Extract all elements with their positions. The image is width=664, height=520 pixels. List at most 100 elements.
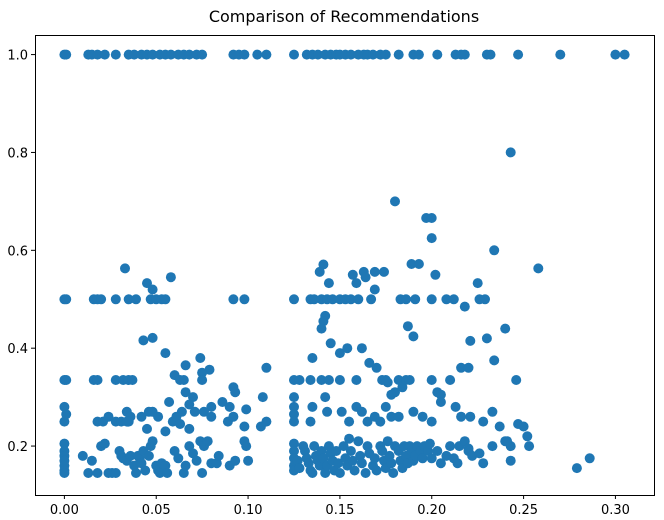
data-point bbox=[345, 446, 356, 456]
data-point bbox=[456, 411, 467, 422]
data-point bbox=[435, 458, 446, 469]
data-point bbox=[426, 416, 437, 427]
data-point bbox=[353, 436, 364, 447]
data-point bbox=[147, 49, 158, 60]
data-point bbox=[344, 416, 355, 427]
data-point bbox=[375, 416, 386, 427]
data-point bbox=[344, 433, 355, 444]
data-point bbox=[153, 411, 164, 422]
data-point bbox=[224, 401, 235, 412]
data-point bbox=[456, 362, 467, 373]
data-point bbox=[325, 338, 336, 349]
data-point bbox=[147, 436, 158, 447]
data-point bbox=[239, 49, 250, 60]
data-point bbox=[401, 294, 411, 305]
data-point bbox=[165, 49, 176, 60]
data-point bbox=[386, 458, 397, 469]
data-point bbox=[356, 406, 367, 417]
data-point bbox=[351, 278, 362, 289]
data-point bbox=[147, 284, 158, 295]
data-point bbox=[294, 463, 305, 474]
data-point bbox=[206, 401, 217, 412]
data-point bbox=[305, 375, 316, 385]
data-point bbox=[393, 411, 404, 422]
data-point bbox=[377, 446, 388, 456]
data-point bbox=[435, 389, 446, 400]
x-tick-label: 0.05 bbox=[142, 503, 171, 518]
data-point bbox=[184, 399, 195, 410]
data-point bbox=[61, 375, 72, 385]
data-point bbox=[393, 49, 404, 60]
data-point bbox=[448, 294, 459, 305]
data-point bbox=[426, 453, 437, 464]
chart-title: Comparison of Recommendations bbox=[208, 7, 480, 26]
data-point bbox=[307, 353, 318, 363]
data-point bbox=[356, 458, 367, 469]
data-point bbox=[86, 455, 97, 466]
data-point bbox=[505, 455, 516, 466]
data-point bbox=[368, 49, 378, 60]
data-point bbox=[180, 360, 191, 371]
data-point bbox=[197, 367, 208, 378]
data-point bbox=[524, 441, 535, 452]
data-point bbox=[195, 353, 206, 363]
data-point bbox=[127, 375, 138, 385]
data-point bbox=[143, 450, 154, 461]
data-point bbox=[445, 375, 456, 385]
data-point bbox=[197, 49, 208, 60]
data-point bbox=[487, 406, 498, 417]
data-point bbox=[165, 272, 176, 283]
data-point bbox=[430, 269, 441, 280]
data-point bbox=[571, 463, 582, 474]
data-point bbox=[173, 453, 184, 464]
data-point bbox=[243, 455, 254, 466]
data-point bbox=[432, 49, 443, 60]
data-point bbox=[289, 49, 299, 60]
data-point bbox=[99, 438, 110, 449]
data-point bbox=[239, 421, 250, 432]
data-point bbox=[96, 294, 107, 305]
data-point bbox=[408, 331, 419, 342]
data-point bbox=[338, 441, 349, 452]
data-point bbox=[239, 294, 250, 305]
data-point bbox=[369, 266, 380, 277]
data-point bbox=[380, 49, 391, 60]
data-point bbox=[180, 387, 191, 398]
data-point bbox=[426, 375, 437, 385]
data-point bbox=[160, 294, 171, 305]
data-point bbox=[289, 446, 299, 456]
data-point bbox=[390, 196, 400, 207]
data-point bbox=[369, 453, 380, 464]
data-point bbox=[309, 441, 320, 452]
data-point bbox=[312, 49, 323, 60]
data-point bbox=[380, 375, 391, 385]
data-point bbox=[386, 411, 397, 422]
data-point bbox=[110, 468, 121, 478]
data-point bbox=[120, 263, 130, 274]
data-point bbox=[131, 468, 141, 478]
data-point bbox=[327, 294, 338, 305]
data-point bbox=[289, 294, 299, 305]
data-point bbox=[369, 284, 380, 295]
data-point bbox=[413, 259, 424, 269]
x-tick-label: 0.10 bbox=[234, 503, 263, 518]
data-point bbox=[206, 411, 217, 422]
data-point bbox=[481, 333, 492, 344]
data-point bbox=[450, 401, 461, 412]
data-point bbox=[334, 375, 345, 385]
data-point bbox=[459, 301, 470, 312]
data-point bbox=[228, 294, 239, 305]
data-point bbox=[252, 49, 263, 60]
data-point bbox=[487, 441, 498, 452]
data-point bbox=[349, 465, 360, 476]
data-point bbox=[160, 426, 171, 437]
y-tick-label: 0.6 bbox=[7, 244, 28, 259]
data-point bbox=[533, 263, 544, 274]
data-point bbox=[178, 375, 189, 385]
data-point bbox=[316, 323, 327, 334]
data-point bbox=[342, 343, 353, 354]
data-point bbox=[502, 436, 513, 447]
data-point bbox=[474, 448, 485, 459]
data-point bbox=[289, 438, 299, 449]
data-point bbox=[140, 465, 151, 476]
